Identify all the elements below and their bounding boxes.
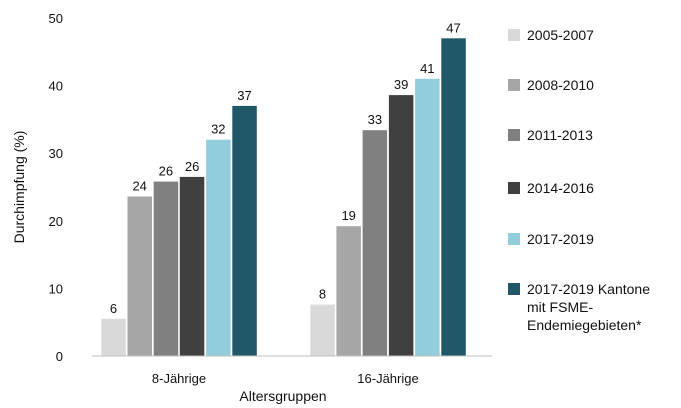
legend-swatch xyxy=(508,182,520,194)
bar-2-6 xyxy=(441,38,466,357)
data-label: 6 xyxy=(110,301,117,316)
data-label: 47 xyxy=(446,20,460,35)
y-tick-label: 30 xyxy=(49,146,63,161)
bar-2-4 xyxy=(388,95,414,356)
legend-swatch xyxy=(508,79,520,91)
data-label: 26 xyxy=(159,164,173,179)
bar-1-5 xyxy=(206,139,231,356)
data-label: 33 xyxy=(368,112,382,127)
legend-label: 2014-2016 xyxy=(527,180,594,196)
bar-2-2 xyxy=(336,226,361,356)
bars-group xyxy=(101,38,466,357)
x-axis-title: Altersgruppen xyxy=(239,388,326,404)
legend-label: mit FSME- xyxy=(527,299,593,315)
data-label: 32 xyxy=(211,122,225,137)
bar-1-1 xyxy=(101,318,126,356)
legend-label: Endemiegebieten* xyxy=(527,317,642,333)
legend-label: 2005-2007 xyxy=(527,27,594,43)
data-label: 24 xyxy=(132,179,146,194)
bar-2-1 xyxy=(310,304,335,356)
y-axis-title: Durchimpfung (%) xyxy=(11,131,27,244)
bar-1-4 xyxy=(179,176,205,356)
y-tick-label: 20 xyxy=(49,214,63,229)
y-axis-ticks: 0 10 20 30 40 50 xyxy=(49,11,63,364)
y-tick-label: 10 xyxy=(49,281,63,296)
x-tick-label: 8-Jährige xyxy=(152,371,206,386)
legend-swatch xyxy=(508,283,520,295)
bar-1-2 xyxy=(127,196,152,356)
legend-swatch xyxy=(508,129,520,141)
x-axis-ticks: 8-Jährige 16-Jährige xyxy=(152,371,419,386)
data-label: 37 xyxy=(237,88,251,103)
bar-1-6 xyxy=(232,105,257,357)
data-label: 39 xyxy=(394,77,408,92)
y-tick-label: 50 xyxy=(49,11,63,26)
bar-labels-group: 6 24 26 26 32 37 8 19 33 39 41 47 xyxy=(110,20,461,316)
legend: 2005-2007 2008-2010 2011-2013 2014-2016 2017… xyxy=(508,27,650,333)
legend-label: 2011-2013 xyxy=(527,127,593,143)
x-tick-label: 16-Jährige xyxy=(357,371,418,386)
legend-label: 2008-2010 xyxy=(527,77,594,93)
bar-1-3 xyxy=(153,181,179,356)
bar-2-5 xyxy=(415,78,440,357)
y-tick-label: 40 xyxy=(49,79,63,94)
bar-2-3 xyxy=(362,130,388,356)
data-label: 41 xyxy=(420,61,434,76)
data-label: 8 xyxy=(319,287,326,302)
y-tick-label: 0 xyxy=(56,349,63,364)
legend-swatch xyxy=(508,29,520,41)
legend-swatch xyxy=(508,233,520,245)
data-label: 26 xyxy=(185,159,199,174)
legend-label: 2017-2019 xyxy=(527,231,594,247)
legend-label: 2017-2019 Kantone xyxy=(527,281,650,297)
data-label: 19 xyxy=(341,208,355,223)
